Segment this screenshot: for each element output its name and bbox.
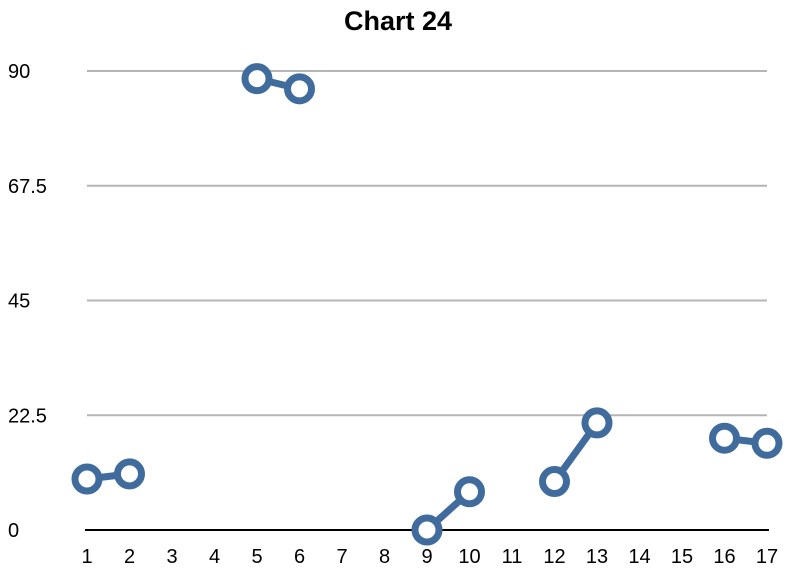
- x-tick-label: 15: [671, 546, 693, 568]
- y-tick-label: 67.5: [8, 176, 47, 198]
- x-tick-label: 2: [124, 546, 135, 568]
- x-tick-label: 1: [81, 546, 92, 568]
- x-tick-label: 8: [379, 546, 390, 568]
- x-tick-label: 16: [713, 546, 735, 568]
- x-tick-label: 4: [209, 546, 220, 568]
- x-tick-label: 11: [502, 546, 523, 568]
- x-tick-label: 5: [251, 546, 262, 568]
- data-point: [114, 458, 145, 490]
- data-point: [581, 407, 613, 439]
- y-tick-label: 22.5: [8, 405, 47, 427]
- y-tick-label: 90: [8, 61, 30, 83]
- data-point: [709, 422, 740, 454]
- y-tick-label: 0: [8, 520, 19, 542]
- data-point: [411, 514, 443, 546]
- y-tick-label: 45: [8, 291, 30, 313]
- data-point: [71, 463, 103, 495]
- data-point: [751, 427, 783, 459]
- x-tick-label: 10: [458, 546, 480, 568]
- x-tick-label: 7: [336, 546, 347, 568]
- x-tick-label: 17: [756, 546, 778, 568]
- x-tick-label: 9: [421, 546, 432, 568]
- data-point: [454, 476, 485, 508]
- x-tick-label: 3: [166, 546, 177, 568]
- x-tick-label: 12: [543, 546, 565, 568]
- data-point: [284, 73, 315, 105]
- x-tick-label: 14: [628, 546, 650, 568]
- data-point: [241, 63, 273, 95]
- x-tick-label: 13: [586, 546, 608, 568]
- x-tick-label: 6: [294, 546, 305, 568]
- chart-title: Chart 24: [343, 6, 453, 36]
- data-point: [539, 466, 570, 498]
